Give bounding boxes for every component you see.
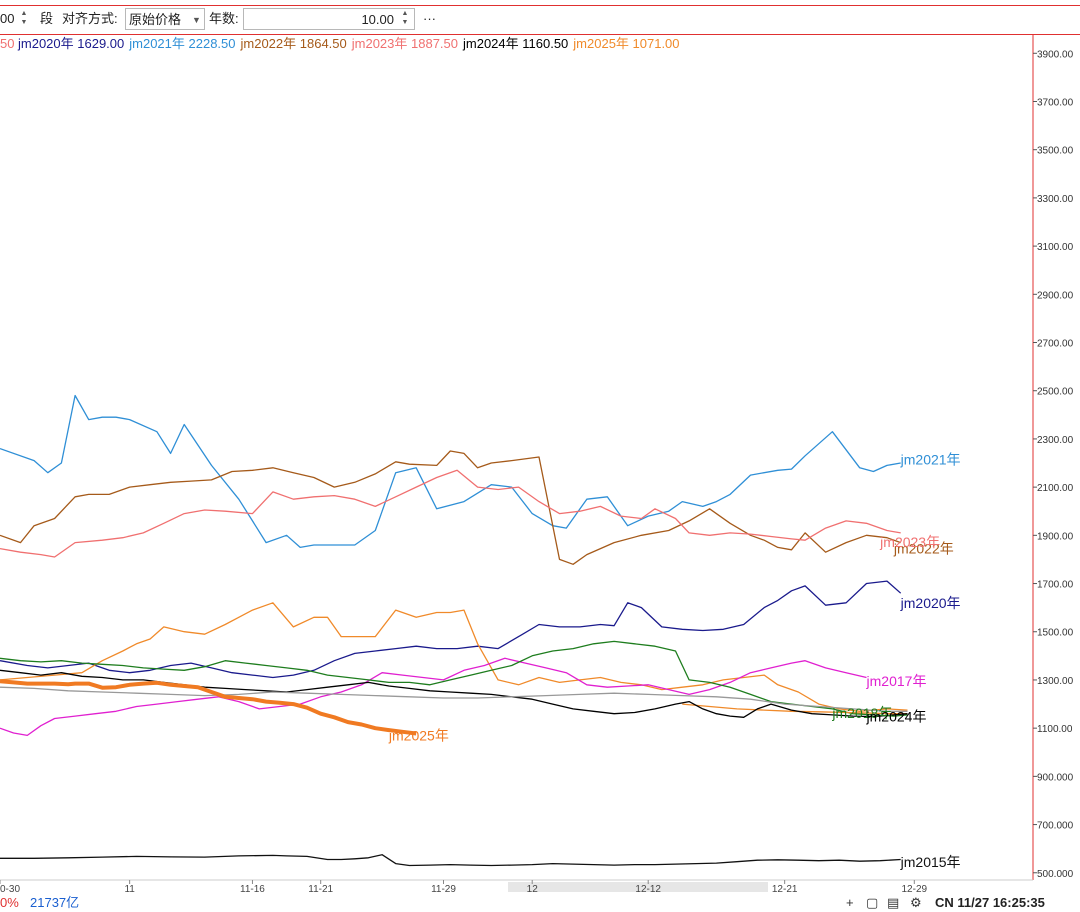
y-tick-label: 1100.00 (1037, 724, 1073, 735)
chevron-down-icon: ▼ (192, 15, 201, 25)
y-tick-label: 2100.00 (1037, 483, 1074, 494)
years-label: 年数: (209, 11, 239, 26)
status-left-value: 21737亿 (30, 895, 80, 910)
x-tick-label: 11-21 (308, 884, 333, 895)
x-tick-label: 0-30 (0, 884, 20, 895)
align-mode-select[interactable]: 原始价格 ▼ (125, 8, 205, 30)
series-end-label: jm2020年 (900, 595, 961, 611)
x-tick-label: 11 (124, 884, 135, 895)
series-line (0, 469, 901, 558)
series-end-label: jm2023年 (879, 534, 940, 550)
y-tick-label: 3900.00 (1037, 49, 1074, 60)
series-end-label: jm2025年 (388, 727, 449, 743)
series-line (0, 679, 417, 736)
x-tick-label: 11-16 (240, 884, 265, 895)
legend-item: jm2022年 1864.50 (240, 36, 347, 51)
y-tick-label: 3300.00 (1037, 194, 1074, 205)
period-input[interactable]: 00 (0, 11, 15, 26)
y-tick-label: 1500.00 (1037, 628, 1074, 639)
legend-item: jm2025年 1071.00 (572, 36, 679, 51)
x-axis: 0-30 11 11-16 11-21 11-29 12 12-12 12-21 12-29 (0, 880, 928, 895)
series-end-label: jm2021年 (900, 451, 961, 467)
series-end-label: jm2017年 (866, 673, 927, 689)
y-tick-label: 3700.00 (1037, 97, 1074, 108)
series-line (0, 686, 908, 712)
y-tick-label: 3500.00 (1037, 146, 1074, 157)
period-stepper-down-icon[interactable]: ▼ (20, 19, 28, 26)
y-tick-label: 1700.00 (1037, 580, 1074, 591)
status-left-text: 0% (0, 895, 19, 910)
y-tick-label: 2900.00 (1037, 290, 1074, 301)
y-tick-label: 1900.00 (1037, 531, 1074, 542)
y-tick-label: 2700.00 (1037, 339, 1074, 350)
x-scrollbar (508, 882, 768, 892)
more-options-button[interactable]: ··· (423, 11, 436, 26)
chart-toolbar: 00 ▲ ▼ 段 对齐方式: 原始价格 ▼ 年数: 10.00 ▲ ▼ ··· (0, 5, 1080, 35)
y-tick-label: 3100.00 (1037, 242, 1074, 253)
series-line (0, 450, 901, 565)
series-end-label: jm2024年 (866, 709, 927, 725)
series-end-label: jm2018年 (831, 705, 892, 721)
series-line (682, 703, 908, 715)
legend: 50 jm2020年 1629.00 jm2021年 2228.50 jm2022年 … (0, 36, 680, 51)
y-tick-label: 2300.00 (1037, 435, 1074, 446)
clock-readout: CN 11/27 16:25:35 (935, 895, 1045, 910)
legend-item: jm2024年 1160.50 (462, 36, 568, 51)
series-end-label: jm2022年 (893, 541, 954, 557)
plot-series (0, 394, 908, 867)
legend-item: jm2023年 1887.50 (351, 36, 458, 51)
y-tick-label: 700.000 (1037, 821, 1074, 832)
x-tick-label: 11-29 (431, 884, 456, 895)
years-stepper-down-icon[interactable]: ▼ (401, 19, 409, 26)
settings-icon[interactable]: ⚙ (910, 895, 922, 910)
status-bar: 0% 21737亿 + ▢ ▤ ⚙ CN 11/27 16:25:35 (0, 894, 1080, 912)
x-tick-label: 12 (527, 884, 539, 895)
series-line (0, 640, 908, 717)
series-end-label: jm2015年 (900, 854, 961, 870)
series-line (0, 602, 908, 712)
series-line (0, 394, 901, 549)
y-tick-label: 500.000 (1037, 869, 1074, 880)
y-tick-label: 1300.00 (1037, 676, 1074, 687)
add-icon[interactable]: + (846, 895, 854, 910)
period-stepper-up-icon[interactable]: ▲ (20, 10, 28, 17)
legend-item: jm2020年 1629.00 (17, 36, 124, 51)
series-line (0, 580, 902, 679)
x-tick-label: 12-12 (635, 884, 661, 895)
window-icon[interactable]: ▢ (866, 895, 879, 910)
years-value: 10.00 (361, 12, 394, 27)
calculator-icon[interactable]: ▤ (887, 895, 900, 910)
align-mode-label: 对齐方式: (62, 11, 118, 26)
series-line (0, 854, 901, 867)
y-tick-label: 900.000 (1037, 772, 1074, 783)
series-line (0, 657, 867, 737)
x-tick-label: 12-29 (902, 884, 928, 895)
segment-button[interactable]: 段 (40, 11, 54, 26)
x-tick-label: 12-21 (772, 884, 798, 895)
years-stepper-up-icon[interactable]: ▲ (401, 10, 409, 17)
y-tick-label: 2500.00 (1037, 387, 1074, 398)
legend-item: jm2021年 2228.50 (128, 36, 235, 51)
years-input[interactable]: 10.00 ▲ ▼ (243, 8, 415, 30)
align-mode-value: 原始价格 (129, 12, 182, 27)
y-axis: 3900.00 3700.00 3500.00 3300.00 3100.00 2900.… (1033, 49, 1074, 880)
legend-prefix: 50 (0, 36, 14, 51)
